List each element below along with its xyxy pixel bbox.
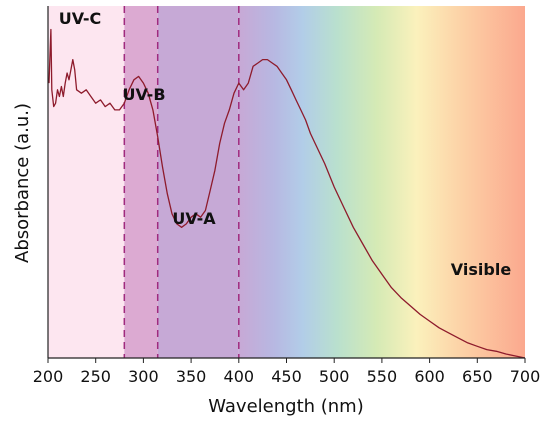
x-ticks: 200 250 300 350 400 450 500 550 600 650 700 xyxy=(33,358,541,386)
band-uv-c xyxy=(48,6,125,358)
spectral-bands xyxy=(48,6,526,358)
x-tick-label: 450 xyxy=(271,367,302,386)
x-tick-label: 200 xyxy=(33,367,64,386)
region-label-uv-b: UV-B xyxy=(122,85,165,104)
x-tick-label: 550 xyxy=(367,367,398,386)
region-label-uv-a: UV-A xyxy=(172,209,216,228)
band-uv-b xyxy=(124,6,158,358)
x-tick-label: 250 xyxy=(80,367,111,386)
band-uv-a xyxy=(157,6,239,358)
y-axis-title: Absorbance (a.u.) xyxy=(12,103,33,263)
region-labels: UV-C UV-B UV-A Visible xyxy=(59,9,512,279)
x-tick-label: 300 xyxy=(128,367,159,386)
x-tick-label: 700 xyxy=(510,367,541,386)
series-layer xyxy=(48,28,526,359)
region-label-uv-c: UV-C xyxy=(59,9,102,28)
band-visible xyxy=(238,6,526,358)
x-tick-label: 400 xyxy=(224,367,255,386)
x-tick-label: 650 xyxy=(462,367,493,386)
x-tick-label: 600 xyxy=(414,367,445,386)
x-axis-title: Wavelength (nm) xyxy=(208,396,364,417)
absorbance-line xyxy=(48,28,526,359)
region-label-visible: Visible xyxy=(451,260,512,279)
region-dividers xyxy=(123,6,240,358)
x-tick-label: 500 xyxy=(319,367,350,386)
x-tick-label: 350 xyxy=(176,367,207,386)
